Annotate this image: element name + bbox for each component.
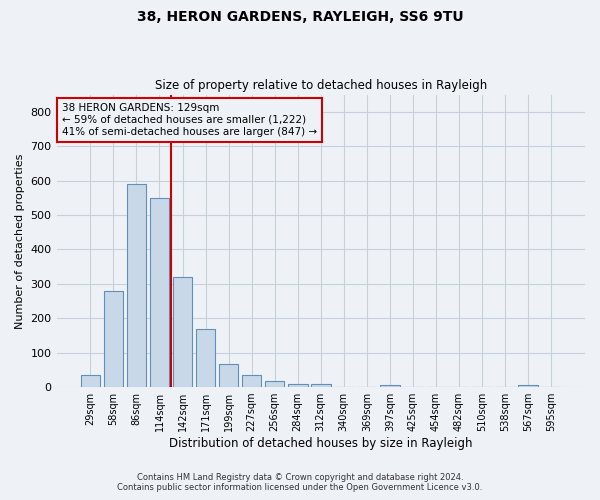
Text: 38, HERON GARDENS, RAYLEIGH, SS6 9TU: 38, HERON GARDENS, RAYLEIGH, SS6 9TU	[137, 10, 463, 24]
Bar	[288, 384, 308, 387]
Y-axis label: Number of detached properties: Number of detached properties	[15, 153, 25, 328]
Bar	[219, 364, 238, 387]
X-axis label: Distribution of detached houses by size in Rayleigh: Distribution of detached houses by size …	[169, 437, 473, 450]
Bar	[265, 381, 284, 387]
Bar	[173, 277, 193, 387]
Bar	[380, 386, 400, 387]
Bar	[127, 184, 146, 387]
Bar	[518, 386, 538, 387]
Bar	[104, 292, 123, 387]
Text: 38 HERON GARDENS: 129sqm
← 59% of detached houses are smaller (1,222)
41% of sem: 38 HERON GARDENS: 129sqm ← 59% of detach…	[62, 104, 317, 136]
Bar	[80, 375, 100, 387]
Bar	[311, 384, 331, 387]
Text: Contains HM Land Registry data © Crown copyright and database right 2024.
Contai: Contains HM Land Registry data © Crown c…	[118, 473, 482, 492]
Bar	[149, 198, 169, 387]
Title: Size of property relative to detached houses in Rayleigh: Size of property relative to detached ho…	[155, 79, 487, 92]
Bar	[196, 330, 215, 387]
Bar	[242, 375, 262, 387]
